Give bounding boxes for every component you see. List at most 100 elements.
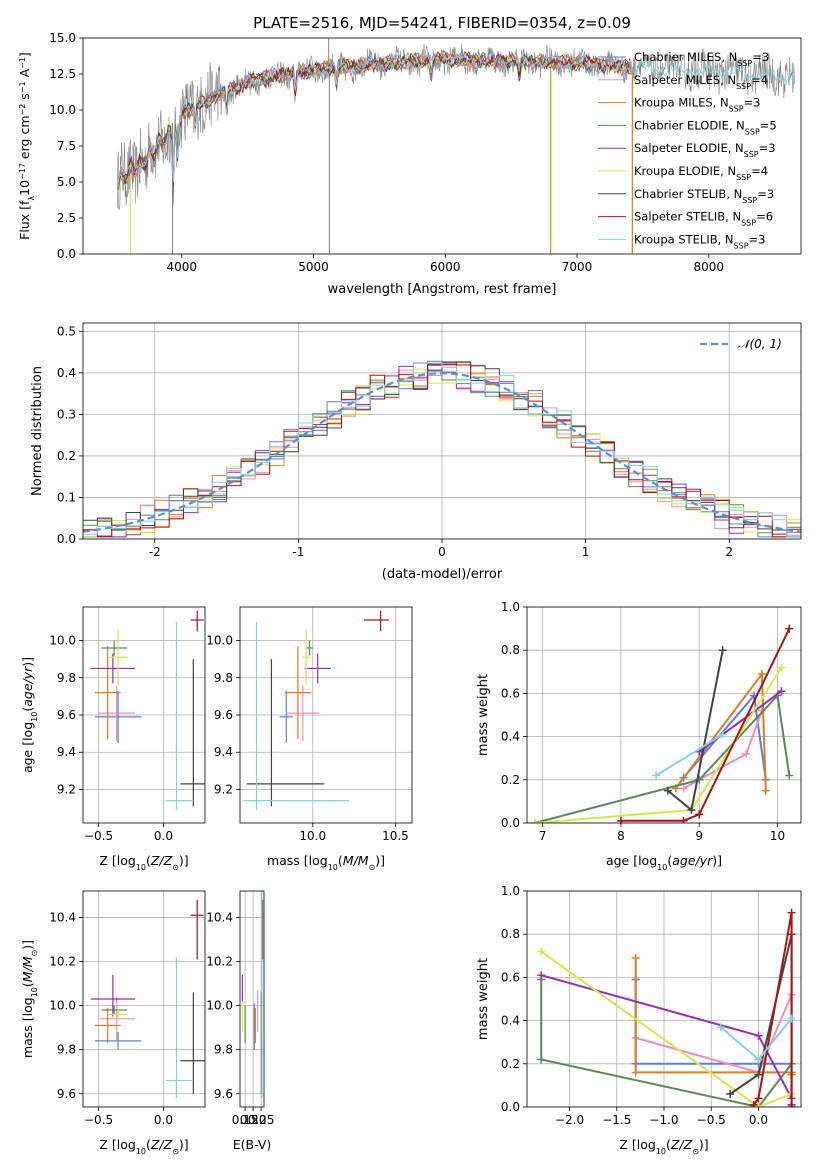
x-tick-label: 7 — [539, 829, 547, 843]
series-line — [682, 693, 767, 780]
mass-weight-series — [537, 971, 796, 1103]
y-tick-label: 9.2 — [214, 782, 233, 796]
series-marker — [631, 953, 640, 962]
legend-label: Salpeter STELIB, NSSP=6 — [634, 210, 773, 228]
series-line — [752, 912, 793, 1106]
label-part: ⊙ — [172, 863, 179, 872]
legend-label: Chabrier MILES, NSSP=3 — [634, 50, 769, 68]
y-tick-label: 9.4 — [57, 745, 76, 759]
y-tick-label: 0.2 — [57, 449, 76, 463]
x-axis-label: wavelength [Angstrom, rest frame] — [328, 282, 557, 297]
y-tick-label: 15.0 — [49, 31, 76, 45]
axes-frame — [82, 322, 802, 540]
legend-label: Salpeter MILES, NSSP=4 — [634, 73, 768, 91]
y-tick-label: 9.4 — [214, 745, 233, 759]
y-tick-label: 0.0 — [57, 247, 76, 261]
y-axis-label: mass weight — [476, 958, 491, 1040]
legend-label: Chabrier STELIB, NSSP=3 — [634, 187, 774, 205]
y-tick-label: 0.2 — [501, 1057, 520, 1071]
label-part: ( — [20, 982, 35, 987]
series-marker — [695, 810, 704, 819]
x-tick-label: -1 — [292, 545, 304, 559]
y-tick-label: 9.6 — [214, 1087, 233, 1101]
label-part: 10 — [30, 987, 39, 997]
series-marker — [718, 646, 727, 655]
x-tick-label: 10 — [770, 829, 785, 843]
series-marker — [726, 1090, 735, 1099]
errorbar-point — [90, 974, 135, 1017]
axes-frame — [526, 890, 802, 1108]
y-tick-label: 9.6 — [57, 1087, 76, 1101]
series-line — [698, 690, 782, 753]
errorbar-point — [246, 659, 325, 807]
legend-part: SSP — [741, 218, 756, 227]
y-tick-label: 10.0 — [206, 634, 233, 648]
series-marker — [537, 1055, 546, 1064]
label-part: 10 — [30, 712, 39, 722]
label-part: ( — [667, 853, 672, 868]
mass-weight-series — [530, 663, 786, 823]
errorbar-point — [98, 685, 135, 742]
legend-label: Salpeter ELODIE, NSSP=3 — [634, 141, 776, 159]
label-part: −2 — [18, 104, 27, 116]
label-part: ⊙ — [692, 1147, 699, 1156]
y-tick-label: 9.6 — [214, 708, 233, 722]
x-tick-label: 10.5 — [382, 829, 409, 843]
y-axis-label: Flux [fλ10−17 erg cm−2 s−1 A−1] — [17, 52, 36, 240]
legend-label: Kroupa STELIB, NSSP=3 — [634, 232, 765, 250]
x-tick-label: 4000 — [167, 260, 198, 274]
y-tick-label: 10.0 — [49, 634, 76, 648]
plot-area — [240, 891, 264, 1107]
x-tick-label: 0 — [438, 545, 446, 559]
series-line — [683, 710, 763, 790]
x-tick-label: 6000 — [430, 260, 461, 274]
mass-weight-series — [663, 646, 727, 815]
series-marker — [754, 1070, 763, 1079]
x-tick-label: 0.0 — [749, 1113, 768, 1127]
x-tick-label: 0.0 — [154, 829, 173, 843]
x-axis-label: Z [log10(Z/Z⊙)] — [619, 1137, 708, 1156]
y-axis-label: mass [log10(M/M⊙)] — [20, 940, 39, 1058]
legend-label: 𝒩(0, 1) — [738, 337, 782, 351]
model-spectrum — [118, 51, 630, 187]
series-marker — [679, 816, 688, 823]
label-part: ( — [338, 853, 343, 868]
y-tick-label: 0.3 — [57, 407, 76, 421]
mass-weight-series — [671, 669, 770, 795]
errorbar-point — [94, 690, 142, 743]
errorbar-point — [94, 1032, 142, 1050]
series-marker — [787, 908, 796, 917]
label-part: Z [log — [99, 1137, 135, 1152]
y-tick-label: 5.0 — [57, 175, 76, 189]
errorbar-point — [286, 685, 320, 742]
label-part: mass [log — [267, 853, 328, 868]
legend-part: SSP — [744, 150, 759, 159]
series-marker — [754, 1094, 763, 1103]
label-part: ⊙ — [30, 950, 39, 957]
series-line — [620, 628, 791, 822]
label-part: Flux [f — [17, 200, 32, 240]
label-part: −17 — [18, 163, 27, 180]
label-part: −1 — [18, 81, 27, 93]
label-part: mass [log — [20, 997, 35, 1058]
series-marker — [754, 1055, 763, 1064]
label-part: M/M — [343, 853, 369, 868]
errorbar-point — [108, 1010, 128, 1019]
errorbar-point — [94, 646, 121, 740]
errorbar-point — [98, 996, 135, 1041]
y-tick-label: 9.2 — [57, 782, 76, 796]
label-part: A — [17, 68, 32, 81]
x-tick-label: −1.0 — [649, 1113, 678, 1127]
y-tick-label: 0.0 — [501, 1100, 520, 1114]
y-tick-label: 9.8 — [57, 1043, 76, 1057]
label-part: age [log — [20, 722, 35, 773]
errorbar-point — [180, 992, 205, 1094]
label-part: erg cm — [17, 116, 32, 164]
label-part: 10 — [328, 863, 338, 872]
x-tick-label: 8 — [617, 829, 625, 843]
panel-mass_vs_EBV: 0.150.200.25 9.6 9.8 10.0 10.2 10.4 E(B-V) — [206, 890, 274, 1152]
legend-part: Chabrier STELIB, N — [634, 187, 742, 201]
y-axis-label: Normed distribution — [30, 366, 45, 496]
mass-weight-series — [652, 730, 727, 780]
